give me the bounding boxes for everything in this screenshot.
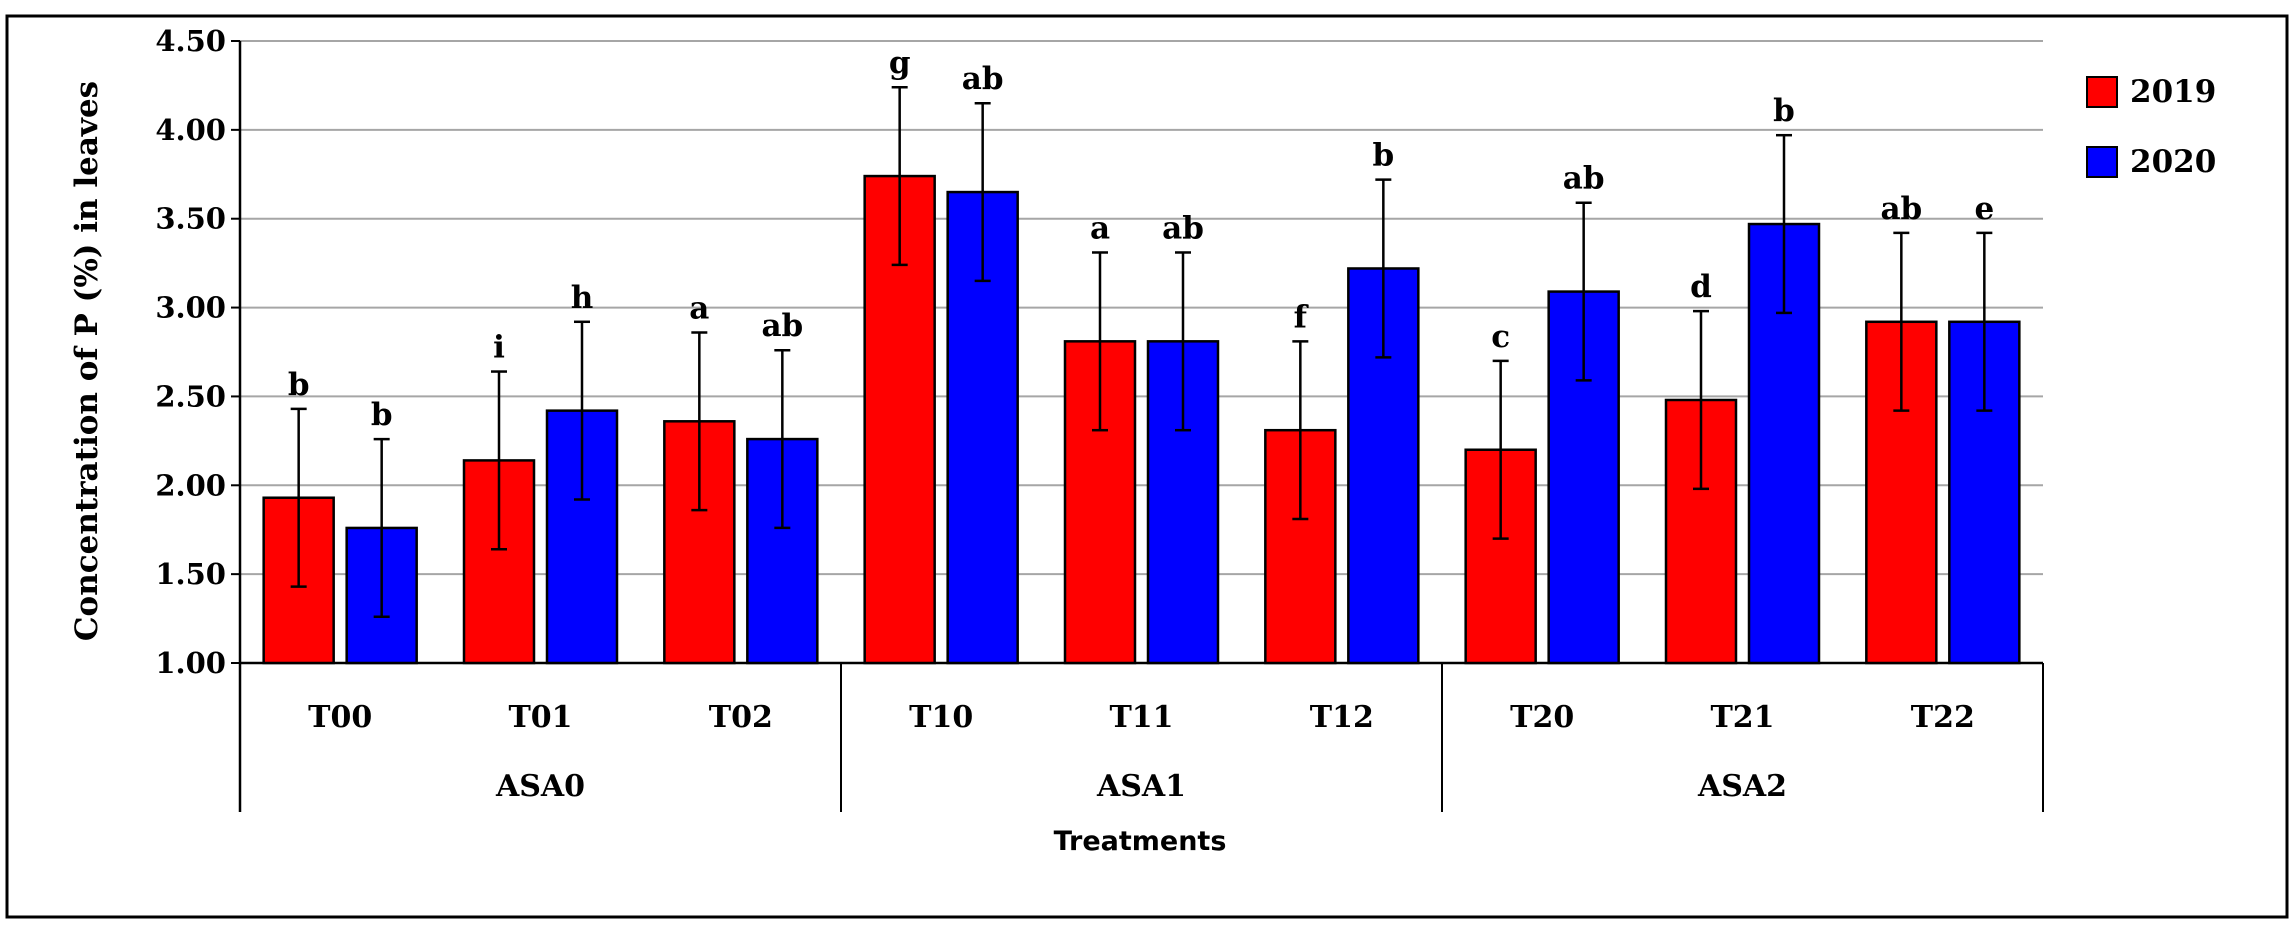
significance-letter: i: [493, 330, 505, 366]
y-tick-label: 3.50: [155, 202, 226, 236]
significance-letter: e: [1974, 191, 1994, 227]
y-tick-label: 4.50: [155, 24, 226, 58]
significance-letter: b: [1773, 93, 1795, 129]
significance-letter: ab: [1880, 191, 1922, 227]
category-label: T02: [709, 700, 773, 735]
y-tick-label: 1.50: [155, 557, 226, 591]
significance-letter: ab: [962, 61, 1004, 97]
x-axis-labels: ASA0 ASA1 ASA2 T00 T01 T02 T10 T11 T12 T20 T21 T22: [308, 700, 1975, 804]
legend-label: 2020: [2130, 144, 2216, 180]
significance-letter: a: [1090, 210, 1110, 246]
x-axis-title: Treatments: [1054, 826, 1227, 857]
y-tick-label: 4.00: [155, 113, 226, 147]
legend: 2019 2020: [2086, 74, 2216, 180]
y-tick-label: 1.00: [155, 646, 226, 680]
group-label: ASA1: [1096, 769, 1186, 804]
axes: 1.00 1.50 2.00 2.50 3.00 3.50 4.00 4.50: [155, 24, 2044, 812]
category-label: T00: [308, 700, 372, 735]
legend-swatch: [2086, 76, 2118, 108]
category-label: T01: [508, 700, 572, 735]
category-label: T20: [1510, 700, 1574, 735]
y-axis-title: Concentration of P (%) in leaves: [69, 81, 105, 641]
significance-letters: b i a g a f c d ab b h ab ab ab b ab b e: [288, 45, 1994, 433]
category-label: T10: [909, 700, 973, 735]
significance-letter: f: [1294, 299, 1309, 335]
category-label: T11: [1109, 700, 1173, 735]
y-tick-label: 3.00: [155, 291, 226, 325]
category-label: T22: [1911, 700, 1975, 735]
group-label: ASA0: [495, 769, 585, 804]
significance-letter: c: [1491, 319, 1510, 355]
significance-letter: b: [1372, 138, 1394, 174]
grid: [240, 40, 2043, 576]
significance-letter: d: [1690, 269, 1712, 305]
significance-letter: b: [288, 367, 310, 403]
y-tick-label: 2.50: [155, 379, 226, 413]
significance-letter: a: [689, 290, 709, 326]
significance-letter: ab: [1563, 161, 1605, 197]
significance-letter: ab: [761, 308, 803, 344]
legend-swatch: [2086, 146, 2118, 178]
significance-letter: h: [571, 280, 594, 316]
significance-letter: ab: [1162, 210, 1204, 246]
category-label: T12: [1310, 700, 1374, 735]
significance-letter: g: [889, 45, 911, 81]
error-bars: [290, 85, 1993, 619]
y-tick-label: 2.00: [155, 468, 226, 502]
group-label: ASA2: [1697, 769, 1787, 804]
category-label: T21: [1710, 700, 1774, 735]
significance-letter: b: [371, 397, 393, 433]
legend-label: 2019: [2130, 74, 2216, 110]
